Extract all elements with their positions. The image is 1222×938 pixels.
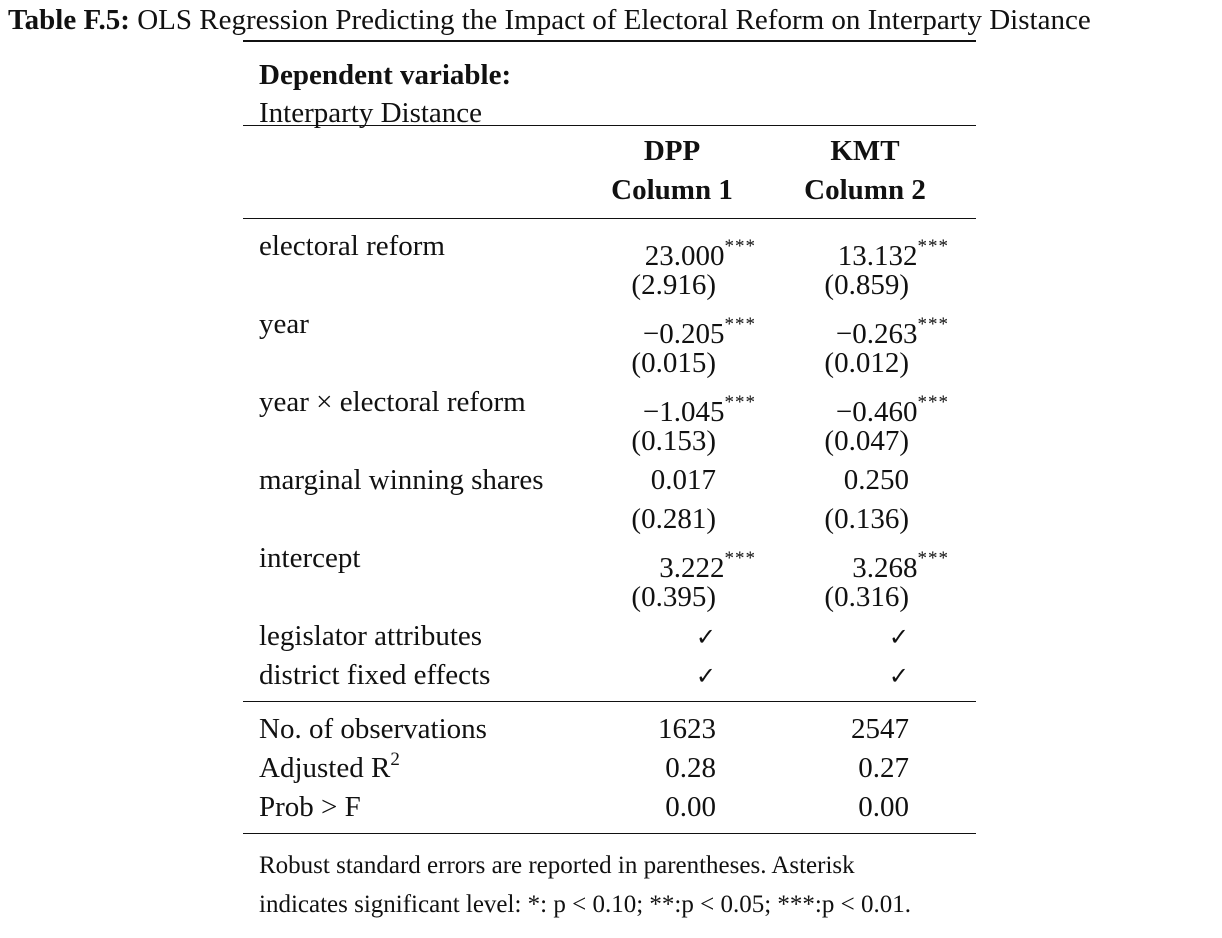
row-label: marginal winning shares [259, 464, 544, 496]
column-2-label: Column 2 [804, 174, 926, 206]
table-row-se: (0.153) (0.047) [243, 422, 976, 461]
standard-error: (2.916) [631, 269, 716, 301]
standard-error: (0.012) [824, 347, 909, 379]
coefficient: −0.263*** [835, 314, 949, 350]
stat-value: 0.28 [665, 752, 716, 784]
coefficient: −0.460*** [835, 392, 949, 428]
stat-value: 2547 [851, 713, 909, 745]
row-label: electoral reform [259, 230, 445, 262]
standard-error: (0.047) [824, 425, 909, 457]
standard-error: (0.281) [631, 503, 716, 535]
column-2-party: KMT [830, 135, 900, 167]
checkmark-icon: ✓ [695, 662, 716, 690]
row-label: year [259, 308, 309, 340]
checkmark-icon: ✓ [695, 623, 716, 651]
coefficient: 13.132*** [837, 236, 949, 272]
caption-label: Table F.5: [8, 4, 130, 36]
column-headers: DPP Column 1 KMT Column 2 [243, 126, 976, 218]
column-header-1: DPP Column 1 [582, 132, 762, 210]
row-label: intercept [259, 542, 361, 574]
table-row: marginal winning shares 0.017 0.250 [243, 461, 976, 500]
checkmark-icon: ✓ [888, 623, 909, 651]
regression-table: Dependent variable: Interparty Distance … [243, 40, 976, 924]
table-caption: Table F.5: OLS Regression Predicting the… [8, 2, 1091, 38]
statistics-block: No. of observations 1623 2547 Adjusted R… [243, 702, 976, 833]
table-row-se: (0.015) (0.012) [243, 344, 976, 383]
row-label: legislator attributes [259, 620, 483, 652]
coefficient: −1.045*** [642, 392, 756, 428]
stats-rule [243, 701, 976, 702]
standard-error: (0.153) [631, 425, 716, 457]
stat-value: 1623 [658, 713, 716, 745]
table-row-se: (0.281) (0.136) [243, 500, 976, 539]
stat-value: 0.00 [665, 791, 716, 823]
coefficient: 3.268*** [852, 548, 949, 584]
stat-value: 0.00 [858, 791, 909, 823]
notes-line-1: Robust standard errors are reported in p… [259, 852, 855, 879]
column-1-label: Column 1 [611, 174, 733, 206]
coefficient: 0.250 [843, 464, 909, 496]
stat-value: 0.27 [858, 752, 909, 784]
standard-error: (0.316) [824, 581, 909, 613]
row-label: Adjusted R2 [259, 749, 400, 784]
table-notes: Robust standard errors are reported in p… [243, 834, 976, 924]
column-header-2: KMT Column 2 [775, 132, 955, 210]
table-row: Adjusted R2 0.28 0.27 [243, 749, 976, 788]
bottom-rule [243, 833, 976, 834]
column-1-party: DPP [643, 135, 701, 167]
table-row: district fixed effects ✓ ✓ [243, 656, 976, 695]
checkmark-icon: ✓ [888, 662, 909, 690]
table-row: intercept 3.222*** 3.268*** [243, 539, 976, 584]
table-row: year × electoral reform −1.045*** −0.460… [243, 383, 976, 428]
caption-text: OLS Regression Predicting the Impact of … [137, 4, 1091, 36]
coefficient: 23.000*** [644, 236, 756, 272]
coefficient-block: electoral reform 23.000*** 13.132*** (2.… [243, 219, 976, 701]
table-row-se: (0.395) (0.316) [243, 578, 976, 617]
notes-line-2: indicates significant level: *: p < 0.10… [259, 891, 911, 918]
table-row: legislator attributes ✓ ✓ [243, 617, 976, 656]
standard-error: (0.015) [631, 347, 716, 379]
header-rule [243, 125, 976, 126]
dependent-variable-header: Dependent variable: Interparty Distance [243, 42, 976, 129]
table-row: Prob > F 0.00 0.00 [243, 788, 976, 827]
standard-error: (0.136) [824, 503, 909, 535]
table-row: year −0.205*** −0.263*** [243, 305, 976, 350]
coefficient: −0.205*** [642, 314, 756, 350]
row-label: year × electoral reform [259, 386, 526, 418]
table-row: No. of observations 1623 2547 [243, 710, 976, 749]
table-row: electoral reform 23.000*** 13.132*** [243, 227, 976, 272]
row-label: No. of observations [259, 713, 487, 745]
top-rule [243, 40, 976, 42]
dependent-variable-name: Interparty Distance [259, 97, 483, 129]
coefficient: 0.017 [650, 464, 716, 496]
standard-error: (0.859) [824, 269, 909, 301]
table-row-se: (2.916) (0.859) [243, 266, 976, 305]
dependent-variable-title: Dependent variable: [259, 59, 512, 91]
coefficient: 3.222*** [659, 548, 756, 584]
standard-error: (0.395) [631, 581, 716, 613]
body-rule [243, 218, 976, 219]
row-label: district fixed effects [259, 659, 491, 691]
row-label: Prob > F [259, 791, 361, 823]
